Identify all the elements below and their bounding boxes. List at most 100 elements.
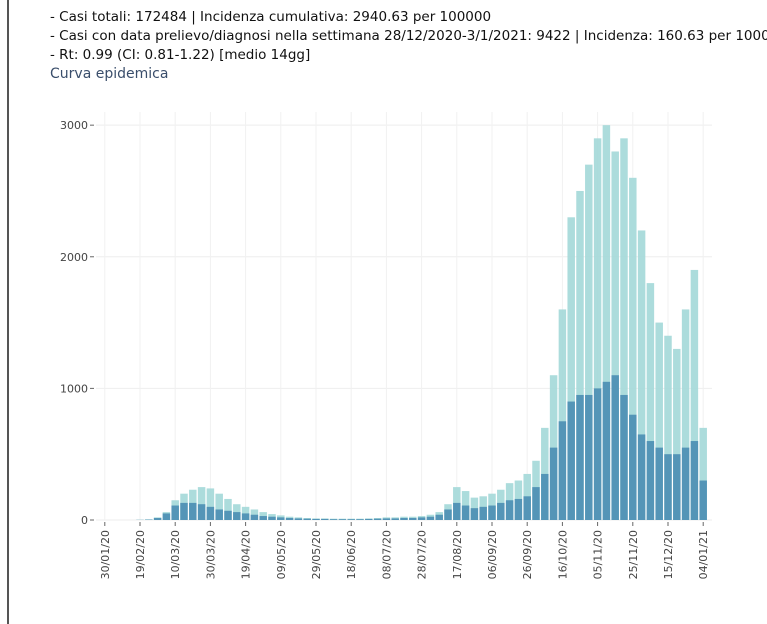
bar: [180, 502, 188, 520]
bar: [576, 394, 584, 520]
x-tick-label: 30/03/20: [204, 530, 217, 579]
bar: [250, 514, 259, 520]
bar: [171, 505, 179, 520]
bar: [241, 513, 250, 520]
bar: [602, 125, 611, 521]
bar: [197, 504, 206, 520]
bar: [365, 518, 373, 520]
bar: [699, 480, 707, 520]
bar: [444, 509, 452, 520]
y-tick-label: 1000: [60, 382, 88, 395]
bar: [206, 506, 215, 520]
bar: [655, 447, 663, 520]
x-tick-label: 15/12/20: [662, 530, 675, 579]
bar: [523, 496, 531, 520]
info-line: - Casi totali: 172484 | Incidenza cumula…: [50, 9, 492, 25]
x-tick-label: 09/05/20: [275, 530, 288, 579]
bar: [497, 502, 505, 520]
x-tick-label: 26/09/20: [521, 530, 534, 579]
bar: [461, 505, 470, 520]
bar: [655, 322, 663, 520]
x-tick-label: 18/06/20: [345, 530, 358, 579]
x-tick-label: 28/07/20: [416, 530, 429, 579]
bar: [417, 517, 426, 520]
bar: [699, 427, 707, 520]
y-tick-label: 0: [81, 514, 88, 527]
chart-heading: Curva epidemica: [50, 66, 169, 82]
bar: [541, 473, 549, 520]
x-tick-label: 16/10/20: [556, 530, 569, 579]
bar: [215, 509, 223, 520]
info-line: - Rt: 0.99 (CI: 0.81-1.22) [medio 14gg]: [50, 47, 311, 63]
bar: [585, 394, 593, 520]
bar: [356, 519, 364, 520]
bar: [620, 394, 628, 520]
bar: [259, 516, 267, 520]
bar: [673, 348, 681, 520]
info-line: - Casi con data prelievo/diagnosi nella …: [50, 28, 767, 44]
bar: [505, 500, 514, 520]
bar: [611, 375, 619, 520]
y-tick-label: 3000: [60, 119, 88, 132]
bar: [690, 269, 699, 520]
bar: [690, 441, 699, 520]
bar: [329, 519, 338, 520]
bar: [303, 518, 311, 520]
y-tick-label: 2000: [60, 251, 88, 264]
bar: [338, 519, 347, 520]
bar: [567, 401, 575, 520]
bar: [426, 516, 435, 520]
bar: [400, 518, 408, 520]
bar: [382, 518, 391, 520]
header: - Casi totali: 172484 | Incidenza cumula…: [50, 8, 767, 84]
x-tick-label: 30/01/20: [99, 530, 112, 579]
bar: [488, 505, 496, 520]
bar: [664, 454, 672, 520]
bar: [576, 190, 584, 520]
bar: [162, 513, 171, 520]
bar: [189, 502, 197, 520]
bar: [567, 217, 575, 520]
bar: [620, 138, 628, 521]
x-tick-label: 04/01/21: [697, 530, 710, 579]
bar: [409, 518, 417, 520]
bar: [646, 283, 655, 520]
x-tick-label: 17/08/20: [451, 530, 464, 579]
bar: [629, 414, 637, 520]
bar: [611, 151, 619, 520]
bar: [285, 518, 294, 520]
bar: [532, 487, 540, 520]
bar: [453, 502, 461, 520]
bar: [479, 506, 487, 520]
bar: [215, 493, 223, 520]
x-tick-label: 06/09/20: [486, 530, 499, 579]
bar: [233, 512, 241, 520]
bar: [558, 309, 567, 520]
bar: [470, 508, 479, 520]
bar: [602, 381, 611, 520]
bar: [646, 441, 655, 520]
bar: [153, 518, 162, 520]
bar: [681, 447, 690, 520]
x-tick-label: 25/11/20: [627, 530, 640, 579]
bar: [277, 517, 285, 520]
x-tick-label: 05/11/20: [592, 530, 605, 579]
x-tick-label: 19/02/20: [134, 530, 147, 579]
bar: [197, 487, 206, 520]
bar: [629, 177, 637, 520]
bar: [673, 454, 681, 520]
bar: [664, 335, 672, 520]
x-tick-label: 08/07/20: [380, 530, 393, 579]
bar: [585, 164, 593, 521]
bar: [294, 518, 303, 520]
bar: [549, 447, 558, 520]
bar: [312, 518, 320, 520]
bar: [206, 488, 215, 520]
bar: [268, 516, 276, 520]
bar: [373, 518, 382, 520]
x-tick-label: 19/04/20: [240, 530, 253, 579]
bar: [637, 434, 646, 520]
bar: [558, 421, 567, 520]
bar: [224, 510, 232, 520]
